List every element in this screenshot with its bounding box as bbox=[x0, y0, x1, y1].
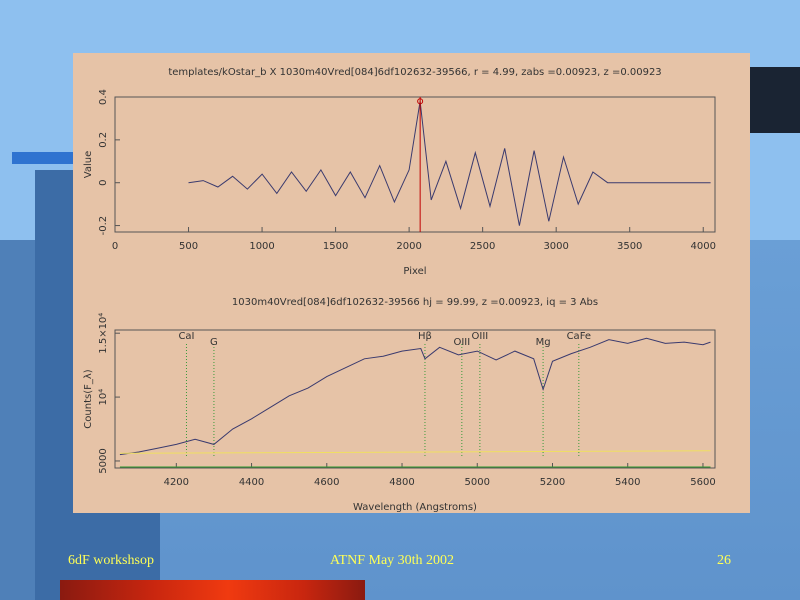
x-tick-label: 4800 bbox=[389, 477, 414, 488]
x-tick-label: 4200 bbox=[164, 477, 189, 488]
plot-frame bbox=[114, 96, 716, 233]
line-label: OIII bbox=[472, 331, 489, 342]
peak-marker bbox=[417, 98, 424, 105]
line-label: CaFe bbox=[567, 331, 591, 342]
chart-title: 1030m40Vred[084]6df102632-39566 hj = 99.… bbox=[232, 297, 598, 308]
x-tick-label: 5000 bbox=[465, 477, 490, 488]
line-label: CaI bbox=[178, 331, 194, 342]
plot-frame bbox=[114, 329, 716, 469]
footer-left: 6dF workshsop bbox=[68, 553, 154, 568]
x-tick-label: 1500 bbox=[323, 241, 348, 252]
decor bbox=[60, 580, 365, 600]
x-tick-label: 5200 bbox=[540, 477, 565, 488]
decor bbox=[12, 152, 74, 164]
line-label: Mg bbox=[536, 337, 551, 348]
x-tick-label: 500 bbox=[179, 241, 198, 252]
x-tick-label: 4400 bbox=[239, 477, 264, 488]
image-panel bbox=[73, 53, 750, 513]
x-tick-label: 3500 bbox=[617, 241, 642, 252]
decor bbox=[748, 67, 800, 133]
line-label: OIII bbox=[453, 337, 470, 348]
x-tick-label: 2500 bbox=[470, 241, 495, 252]
x-axis-label: Wavelength (Angstroms) bbox=[353, 502, 477, 513]
x-tick-label: 4000 bbox=[691, 241, 716, 252]
chart-title: templates/kOstar_b X 1030m40Vred[084]6df… bbox=[168, 67, 661, 78]
x-tick-label: 5600 bbox=[690, 477, 715, 488]
x-tick-label: 2000 bbox=[396, 241, 421, 252]
y-axis-label: Value bbox=[83, 151, 94, 178]
series-line bbox=[188, 101, 711, 226]
x-tick-label: 3000 bbox=[543, 241, 568, 252]
y-tick-label: -0.2 bbox=[98, 216, 109, 236]
footer-center: ATNF May 30th 2002 bbox=[330, 553, 455, 568]
x-axis-label: Pixel bbox=[403, 266, 426, 277]
x-tick-label: 0 bbox=[112, 241, 118, 252]
y-axis-label: Counts(F_λ) bbox=[83, 369, 94, 428]
series-line bbox=[119, 450, 711, 454]
x-tick-label: 4600 bbox=[314, 477, 339, 488]
y-tick-label: 0.2 bbox=[98, 132, 109, 148]
line-label: G bbox=[210, 337, 218, 348]
y-tick-label: 5000 bbox=[98, 448, 109, 473]
series-line bbox=[119, 337, 711, 456]
y-tick-label: 1.5×10⁴ bbox=[98, 313, 109, 354]
line-label: Hβ bbox=[418, 331, 432, 342]
page-number: 26 bbox=[717, 553, 731, 568]
x-tick-label: 1000 bbox=[249, 241, 274, 252]
x-tick-label: 5400 bbox=[615, 477, 640, 488]
y-tick-label: 10⁴ bbox=[98, 389, 109, 406]
y-tick-label: 0 bbox=[98, 180, 109, 186]
y-tick-label: 0.4 bbox=[98, 89, 109, 105]
